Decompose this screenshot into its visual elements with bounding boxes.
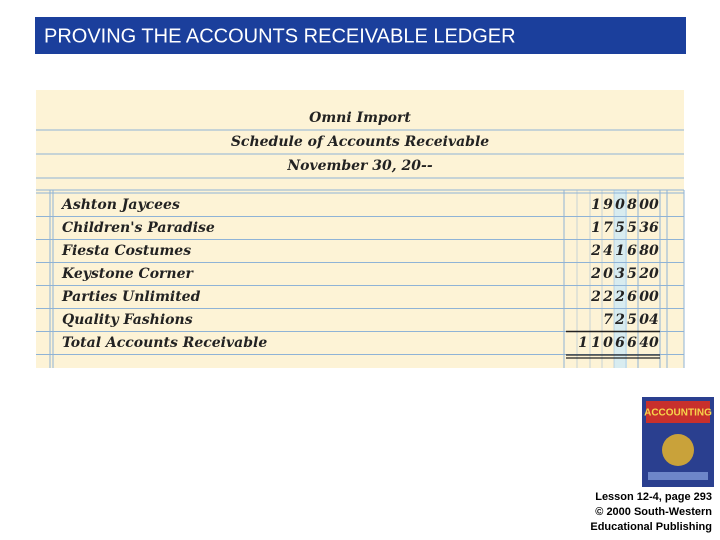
schedule-heading: Schedule of Accounts Receivable [231,134,489,150]
amount: 725 04 [603,312,659,328]
account-name: Total Accounts Receivable [62,335,267,351]
amount: 2226 00 [590,289,659,305]
account-name: Quality Fashions [62,312,193,328]
amount-cents: 36 [639,220,659,236]
slide-title: PROVING THE ACCOUNTS RECEIVABLE LEDGER [44,25,516,47]
schedule-heading: Omni Import [309,110,411,126]
credit-line: Lesson 12-4, page 293 [595,491,712,503]
book-cover: ACCOUNTING [642,397,714,487]
amount-cents: 20 [638,266,659,282]
svg-text:ACCOUNTING: ACCOUNTING [644,408,712,419]
column-shade [614,190,627,368]
amount: 2035 20 [590,266,659,282]
account-name: Children's Paradise [62,220,215,236]
account-name: Ashton Jaycees [60,197,180,213]
ledger-paper [36,90,684,368]
account-name: Parties Unlimited [61,289,201,305]
amount-cents: 00 [639,289,659,305]
amount-dollars: 725 [603,312,637,328]
schedule-heading: November 30, 20-- [286,158,432,174]
account-name: Keystone Corner [61,266,194,282]
amount: 11066 40 [578,335,659,351]
amount-cents: 40 [639,335,659,351]
title-bar [35,17,686,54]
credit-line: Educational Publishing [590,521,712,533]
account-name: Fiesta Costumes [61,243,191,259]
amount-dollars: 11066 [578,335,637,351]
amount-cents: 80 [639,243,659,259]
amount-cents: 04 [639,312,658,328]
credit-line: © 2000 South-Western [595,506,712,518]
amount-cents: 00 [639,197,659,213]
amount: 2416 80 [590,243,659,259]
